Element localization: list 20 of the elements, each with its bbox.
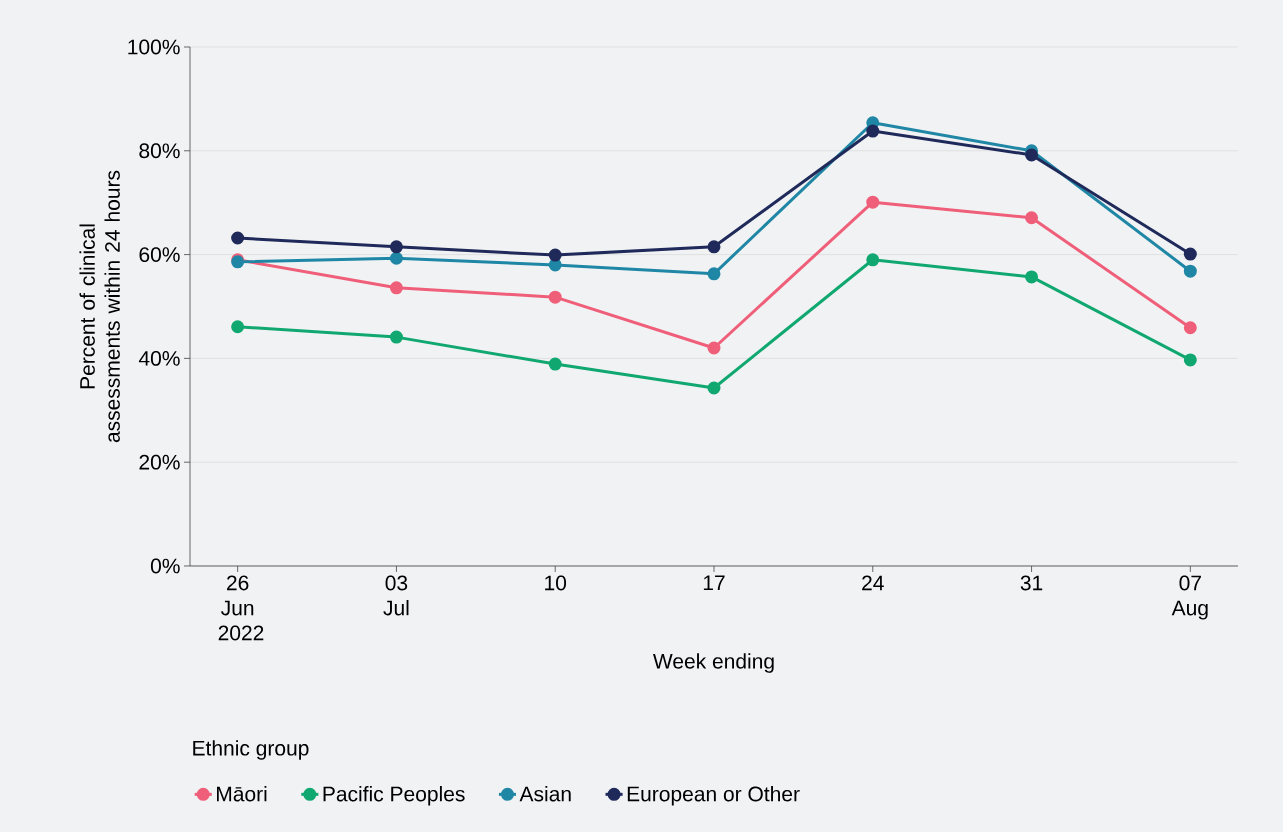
y-tick-label: 40%	[138, 350, 180, 366]
y-tick-label: 0%	[150, 558, 180, 574]
legend-label: Pacific Peoples	[323, 785, 465, 806]
x-tick-label: 03 Jul	[383, 575, 409, 616]
y-axis-title: Percent of clinical assessments within 24 hours	[79, 170, 120, 443]
x-tick-label: 17	[703, 575, 725, 590]
y-tick-label: 100%	[128, 39, 180, 55]
x-tick-label: 10	[545, 575, 567, 591]
legend-title: Ethnic group	[193, 740, 309, 760]
legend-label: Asian	[519, 785, 571, 802]
y-tick-label: 80%	[139, 143, 180, 159]
legend-label: Māori	[217, 785, 267, 802]
y-tick-label: 60%	[139, 247, 180, 263]
x-tick-label: 24	[862, 575, 884, 591]
legend-label: European or Other	[627, 785, 800, 806]
x-tick-label: 07 Aug	[1171, 575, 1208, 620]
x-tick-label: 26 Jun 2022	[218, 575, 264, 641]
x-axis-title: Week ending	[652, 653, 774, 673]
y-tick-label: 20%	[139, 454, 180, 470]
x-tick-label: 31	[1020, 575, 1043, 591]
